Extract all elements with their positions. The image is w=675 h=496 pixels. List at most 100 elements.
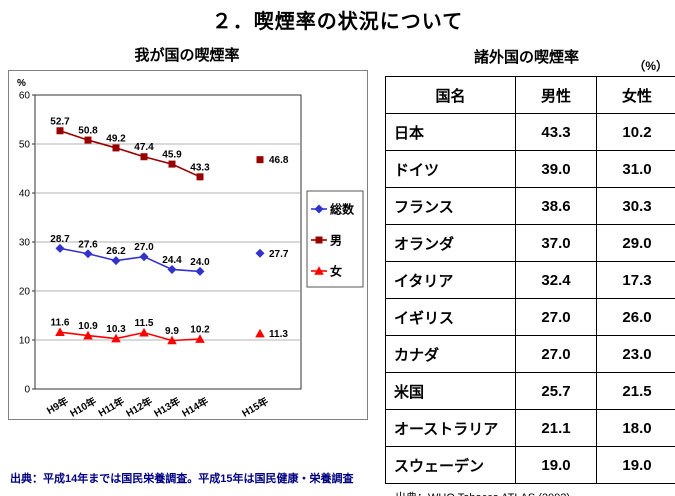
foreign-source-note: 出典：WHO Tobacco ATLAS (2002) （日本の数値は国民栄養調… xyxy=(395,466,570,496)
data-label: 24.0 xyxy=(190,257,210,268)
page-title: ２．喫煙率の状況について xyxy=(211,11,464,33)
table-row: 日本 43.3 10.2 xyxy=(385,113,675,151)
data-label: 49.2 xyxy=(106,133,126,144)
male-rate-cell: 39.0 xyxy=(515,150,597,188)
triangle-marker xyxy=(83,330,93,340)
female-rate-cell: 21.5 xyxy=(596,372,675,410)
country-cell: カナダ xyxy=(385,335,516,373)
table-row: イギリス 27.0 26.0 xyxy=(385,298,675,336)
country-cell: オーストラリア xyxy=(385,409,516,447)
table-row: オーストラリア 21.1 18.0 xyxy=(385,409,675,447)
diamond-marker xyxy=(255,248,265,258)
data-label: 52.7 xyxy=(50,116,70,127)
data-label: 10.9 xyxy=(78,321,98,332)
y-tick-label: 60 xyxy=(19,91,31,102)
country-cell: イタリア xyxy=(385,261,516,299)
y-tick-label: 50 xyxy=(19,140,31,151)
female-rate-cell: 17.3 xyxy=(596,261,675,299)
diamond-marker xyxy=(111,256,121,266)
column-header-female: 女性 xyxy=(596,76,675,114)
square-marker xyxy=(112,144,120,152)
male-rate-cell: 43.3 xyxy=(515,113,597,151)
triangle-marker xyxy=(139,327,149,337)
data-label: 27.0 xyxy=(134,242,154,253)
female-rate-cell: 26.0 xyxy=(596,298,675,336)
legend-label: 男 xyxy=(330,234,342,248)
data-label: 11.6 xyxy=(51,318,70,329)
x-tick-label: H13年 xyxy=(151,394,182,417)
data-label: 27.6 xyxy=(78,239,98,250)
female-rate-cell: 29.0 xyxy=(596,224,675,262)
series-line xyxy=(59,247,201,273)
y-tick-label: 0 xyxy=(24,385,30,396)
domestic-source-note: 出典：平成14年までは国民栄養調査。平成15年は国民健康・栄養調査 ※国民栄養調… xyxy=(10,447,353,496)
female-rate-cell: 19.0 xyxy=(596,446,675,484)
male-rate-cell: 21.1 xyxy=(515,409,597,447)
country-cell: スウェーデン xyxy=(385,446,516,484)
table-row: イタリア 32.4 17.3 xyxy=(385,261,675,299)
female-rate-cell: 23.0 xyxy=(596,335,675,373)
note-line: 出典：WHO Tobacco ATLAS (2002) xyxy=(395,492,570,496)
data-label: 50.8 xyxy=(78,126,98,137)
data-label: 10.3 xyxy=(106,324,126,335)
table-row: フランス 38.6 30.3 xyxy=(385,187,675,225)
data-label: 11.3 xyxy=(269,329,288,340)
x-tick-label: H11年 xyxy=(96,394,127,417)
data-label: 47.4 xyxy=(134,142,154,153)
male-rate-cell: 37.0 xyxy=(515,224,597,262)
legend-label: 総数 xyxy=(330,202,355,217)
data-label: 24.4 xyxy=(162,255,182,266)
female-rate-cell: 10.2 xyxy=(596,113,675,151)
y-tick-label: 40 xyxy=(19,189,31,200)
table-row: ドイツ 39.0 31.0 xyxy=(385,150,675,188)
data-label: 27.7 xyxy=(269,249,289,260)
square-marker xyxy=(196,173,204,181)
domestic-chart-title: 我が国の喫煙率 xyxy=(134,47,240,64)
diamond-marker xyxy=(195,266,205,276)
series-line xyxy=(59,331,201,342)
table-row: 米国 25.7 21.5 xyxy=(385,372,675,410)
data-label: 26.2 xyxy=(106,246,126,257)
male-rate-cell: 32.4 xyxy=(515,261,597,299)
x-tick-label: H12年 xyxy=(123,394,154,417)
x-tick-label: H9年 xyxy=(44,394,70,417)
table-row: カナダ 27.0 23.0 xyxy=(385,335,675,373)
country-cell: ドイツ xyxy=(385,150,516,188)
square-marker xyxy=(140,153,148,161)
diamond-marker xyxy=(55,243,65,253)
x-tick-label: H15年 xyxy=(239,394,270,417)
diamond-marker xyxy=(314,204,324,214)
diamond-marker xyxy=(83,249,93,259)
triangle-marker xyxy=(255,328,265,338)
column-header-country: 国名 xyxy=(385,76,516,114)
table-header-row: 国名 男性 女性 xyxy=(385,76,675,114)
square-marker xyxy=(315,236,323,244)
male-rate-cell: 25.7 xyxy=(515,372,597,410)
male-rate-cell: 27.0 xyxy=(515,298,597,336)
square-marker xyxy=(168,160,176,168)
triangle-marker xyxy=(167,335,177,345)
country-cell: オランダ xyxy=(385,224,516,262)
x-tick-label: H14年 xyxy=(179,394,210,417)
country-cell: イギリス xyxy=(385,298,516,336)
square-marker xyxy=(56,127,64,135)
legend-label: 女 xyxy=(330,264,342,279)
female-rate-cell: 31.0 xyxy=(596,150,675,188)
y-tick-label: 10 xyxy=(19,336,31,347)
data-label: 10.2 xyxy=(190,325,210,336)
data-label: 45.9 xyxy=(162,150,182,161)
y-tick-label: 30 xyxy=(19,238,31,249)
series-line xyxy=(59,130,201,178)
triangle-marker xyxy=(111,333,121,343)
domestic-smoking-chart: 0 10 20 30 40 50 60% H9年 H10年 H11年 H12年 H13年 H14年 H15… xyxy=(8,70,368,420)
data-label: 43.3 xyxy=(190,162,210,173)
diamond-marker xyxy=(139,252,149,262)
data-label: 9.9 xyxy=(165,326,179,337)
triangle-marker xyxy=(195,334,205,343)
country-cell: 日本 xyxy=(385,113,516,151)
percent-unit-label: （%） xyxy=(633,59,668,73)
female-rate-cell: 30.3 xyxy=(596,187,675,225)
y-tick-label: 20 xyxy=(19,287,31,298)
triangle-marker xyxy=(55,327,65,336)
